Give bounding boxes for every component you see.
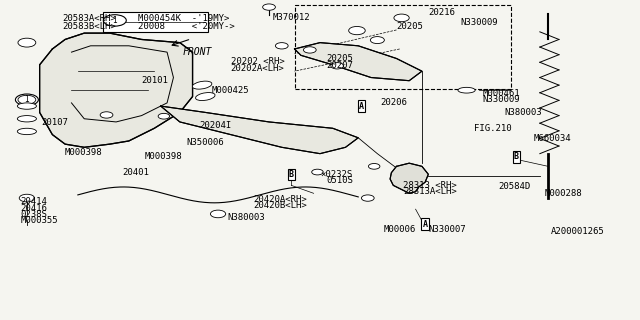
Text: 20204I: 20204I (199, 121, 231, 130)
Text: 20202 <RH>: 20202 <RH> (231, 57, 285, 66)
Circle shape (211, 210, 226, 218)
Circle shape (394, 14, 409, 22)
Text: 1: 1 (24, 95, 29, 104)
Text: M660034: M660034 (534, 134, 572, 143)
Ellipse shape (17, 103, 36, 109)
Text: 20101: 20101 (141, 76, 168, 85)
Text: 20008     <'20MY->: 20008 <'20MY-> (138, 22, 235, 31)
Polygon shape (390, 163, 428, 193)
Circle shape (262, 4, 275, 10)
Text: 20216: 20216 (428, 8, 455, 17)
Circle shape (369, 164, 380, 169)
Text: 20420A<RH>: 20420A<RH> (253, 195, 307, 204)
Circle shape (18, 95, 36, 104)
FancyBboxPatch shape (103, 12, 209, 32)
Circle shape (158, 113, 170, 119)
Text: 20583B<LH>: 20583B<LH> (62, 22, 116, 31)
Circle shape (362, 195, 374, 201)
Text: M000454K  -'19MY>: M000454K -'19MY> (138, 14, 230, 23)
Ellipse shape (17, 128, 36, 135)
Text: B: B (289, 170, 294, 179)
Text: M00006: M00006 (384, 225, 416, 234)
Text: ×0232S: ×0232S (320, 170, 352, 179)
Text: 20205: 20205 (396, 22, 423, 31)
Circle shape (303, 47, 316, 53)
Text: N350006: N350006 (186, 138, 224, 147)
Text: 0238S: 0238S (20, 210, 47, 219)
Text: 20401: 20401 (122, 168, 149, 177)
Circle shape (312, 169, 323, 175)
Polygon shape (161, 106, 358, 154)
Circle shape (103, 15, 126, 26)
Circle shape (15, 94, 38, 105)
Text: 28313A<LH>: 28313A<LH> (403, 187, 456, 196)
Text: 20583A<RH>: 20583A<RH> (62, 14, 116, 23)
Text: 28313 <RH>: 28313 <RH> (403, 181, 456, 190)
Text: 20205: 20205 (326, 54, 353, 63)
Circle shape (100, 112, 113, 118)
Text: N380003: N380003 (505, 108, 543, 117)
Circle shape (275, 43, 288, 49)
Text: 20202A<LH>: 20202A<LH> (231, 63, 285, 73)
Text: 1: 1 (113, 16, 117, 25)
Text: M370012: M370012 (272, 13, 310, 22)
Text: A: A (359, 101, 364, 111)
Ellipse shape (193, 81, 212, 89)
Text: 20420B<LH>: 20420B<LH> (253, 202, 307, 211)
Text: 20414: 20414 (20, 197, 47, 206)
Text: 0510S: 0510S (326, 176, 353, 185)
Text: 20206: 20206 (381, 99, 408, 108)
Text: M000355: M000355 (20, 216, 58, 225)
Circle shape (18, 38, 36, 47)
Text: B: B (514, 152, 519, 161)
Text: 20416: 20416 (20, 204, 47, 213)
Text: 20107: 20107 (41, 118, 68, 127)
Ellipse shape (17, 116, 36, 122)
Ellipse shape (196, 92, 215, 100)
Text: M000398: M000398 (145, 152, 182, 161)
Text: N330009: N330009 (460, 18, 498, 27)
Text: M000398: M000398 (65, 148, 103, 156)
Text: N330007: N330007 (428, 225, 466, 234)
Text: M000288: M000288 (544, 189, 582, 198)
Circle shape (371, 36, 385, 44)
Text: M000461: M000461 (483, 89, 520, 98)
Circle shape (19, 194, 35, 202)
Polygon shape (294, 43, 422, 81)
Circle shape (349, 27, 365, 35)
Ellipse shape (458, 87, 475, 93)
Circle shape (331, 63, 344, 69)
Text: 20584D: 20584D (499, 182, 531, 191)
Text: N380003: N380003 (228, 213, 265, 222)
Text: A200001265: A200001265 (550, 227, 604, 236)
Text: FRONT: FRONT (183, 47, 212, 57)
Text: A: A (422, 220, 428, 228)
Text: 20207: 20207 (326, 61, 353, 70)
Text: FIG.210: FIG.210 (474, 124, 512, 133)
Text: M000425: M000425 (212, 86, 250, 95)
Polygon shape (40, 33, 193, 147)
Text: N330009: N330009 (483, 95, 520, 104)
